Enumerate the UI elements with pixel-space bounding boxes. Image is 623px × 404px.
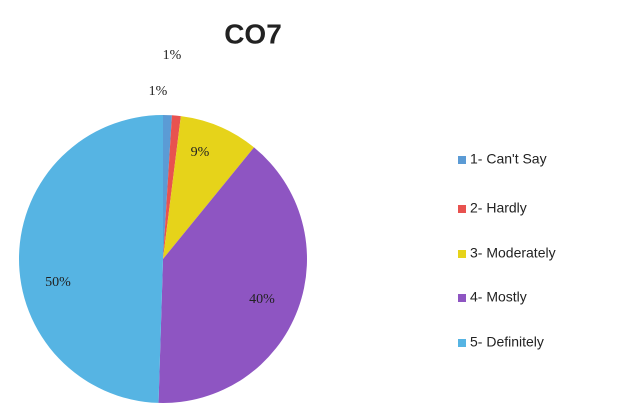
pie-slice	[18, 115, 163, 403]
data-label: 1%	[149, 84, 168, 99]
chart-title: CO7	[224, 18, 282, 49]
pie-slice	[163, 115, 172, 259]
legend-swatch	[458, 339, 466, 347]
pie-slice	[158, 147, 307, 404]
legend-swatch	[458, 294, 466, 302]
legend-swatch	[458, 205, 466, 213]
data-label: 1%	[163, 48, 182, 63]
legend-swatch	[458, 250, 466, 258]
data-label: 40%	[249, 292, 275, 307]
legend-label: 4- Mostly	[470, 289, 527, 305]
legend-label: 3- Moderately	[470, 245, 556, 261]
pie-slice	[163, 115, 181, 259]
legend-label: 1- Can't Say	[470, 151, 547, 167]
data-label: 9%	[191, 145, 210, 160]
pie-slice	[163, 116, 255, 260]
data-label: 50%	[45, 275, 71, 290]
legend-swatch	[458, 156, 466, 164]
legend-label: 5- Definitely	[470, 334, 544, 350]
legend-label: 2- Hardly	[470, 200, 527, 216]
